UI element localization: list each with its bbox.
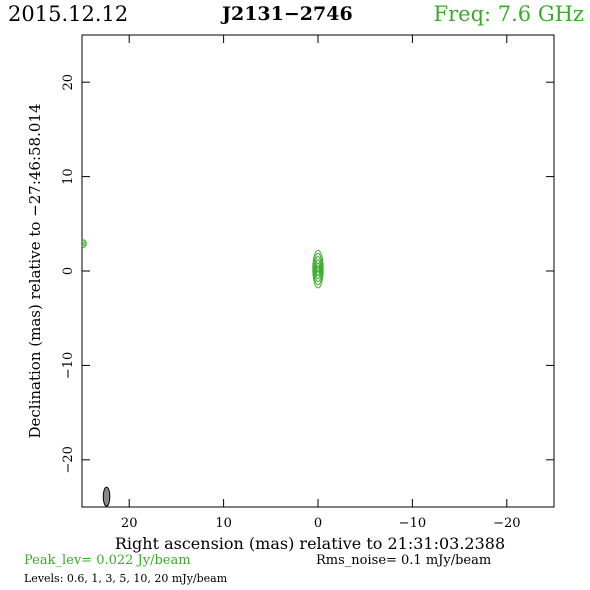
beam-ellipse xyxy=(102,486,111,507)
x-tick-label: 20 xyxy=(121,516,138,531)
x-tick-label: 10 xyxy=(215,516,232,531)
y-tick-label: 0 xyxy=(61,267,76,275)
header-source-name: J2131−2746 xyxy=(222,3,353,25)
beam-shape xyxy=(102,486,111,507)
contour-line xyxy=(82,241,86,247)
x-tick-label: −20 xyxy=(493,516,520,531)
contour-line xyxy=(314,259,322,280)
axis-ticks: 20 10 0 −10 −20 −20 −10 0 10 20 xyxy=(61,35,554,531)
contour-line xyxy=(316,265,320,273)
x-axis-label: Right ascension (mas) relative to 21:31:… xyxy=(115,534,505,553)
x-tick-label: 0 xyxy=(314,516,322,531)
y-tick-label: 20 xyxy=(61,74,76,91)
peak-level: Peak_lev= 0.022 Jy/beam xyxy=(24,553,191,568)
plot-frame xyxy=(81,34,555,508)
contour-levels: Levels: 0.6, 1, 3, 5, 10, 20 mJy/beam xyxy=(24,572,228,585)
header-frequency: Freq: 7.6 GHz xyxy=(433,2,584,26)
y-tick-label: 10 xyxy=(61,168,76,185)
contour-line xyxy=(81,239,87,248)
contour-line xyxy=(313,252,323,286)
y-axis-label: Declination (mas) relative to −27:46:58.… xyxy=(26,103,44,438)
y-tick-label: −20 xyxy=(61,446,76,473)
contour-line xyxy=(312,249,324,289)
contours xyxy=(81,239,324,289)
header-date: 2015.12.12 xyxy=(8,2,129,26)
contour-line xyxy=(314,256,322,283)
rms-noise: Rms_noise= 0.1 mJy/beam xyxy=(316,553,492,568)
x-tick-label: −10 xyxy=(399,516,426,531)
contour-line xyxy=(315,262,321,276)
y-tick-label: −10 xyxy=(61,352,76,379)
